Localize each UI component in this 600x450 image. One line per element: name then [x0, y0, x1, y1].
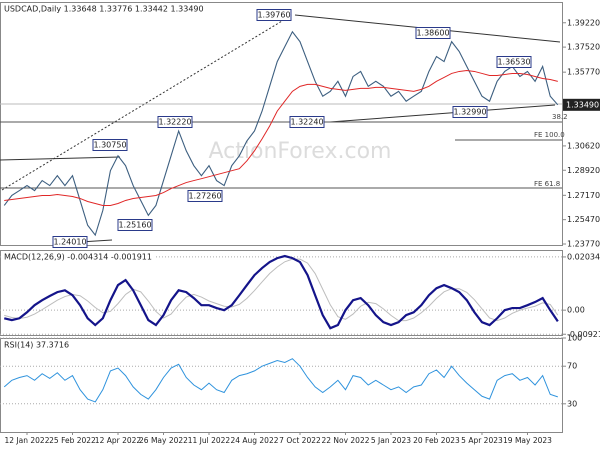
y-tick-label: 1.27170: [567, 191, 600, 200]
price-label: 1.32240: [290, 118, 323, 127]
panel-title-bg: [2, 339, 72, 350]
y-tick-label: 1.35770: [567, 68, 600, 77]
y-tick-label: 1.28920: [567, 166, 600, 175]
price-label-box: [452, 106, 488, 118]
last-price-label: 1.33490: [566, 100, 599, 109]
price-label-box: [92, 139, 128, 151]
x-tick-label: 5 Jan 2023: [371, 436, 411, 445]
panel-frame: [0, 250, 563, 336]
series-line: [4, 258, 559, 322]
price-label-box: [496, 56, 532, 68]
series-line: [4, 69, 558, 206]
series-line: [3, 254, 559, 330]
trend-line: [1, 14, 293, 191]
x-tick-label: 12 Jan 2022: [5, 436, 50, 445]
panel-frame: [0, 338, 563, 433]
x-tick-label: 12 Apr 2022: [95, 436, 142, 445]
series-line: [3, 358, 558, 403]
panel-title: MACD(12,26,9) -0.004314 -0.001911: [4, 253, 152, 262]
price-label: 1.32220: [158, 118, 191, 127]
last-price-tag: [563, 98, 600, 111]
fib-label: 38.2: [552, 113, 568, 121]
series-line: [3, 30, 559, 237]
y-tick-label: 1.30620: [567, 141, 600, 150]
panel-title: RSI(14) 37.3716: [4, 341, 69, 350]
y-tick-label: 70: [567, 362, 577, 371]
x-tick-label: 25 Feb 2022: [49, 436, 96, 445]
price-label-box: [117, 219, 153, 231]
price-label: 1.30750: [93, 141, 126, 150]
panel-frame: [0, 2, 563, 246]
x-tick-label: 7 Oct 2022: [279, 436, 321, 445]
price-label: 1.36530: [497, 58, 530, 67]
y-tick-label: 1.25470: [567, 215, 600, 224]
y-tick-label: 30: [567, 399, 577, 408]
price-label-box: [415, 27, 451, 39]
x-tick-label: 22 Nov 2022: [321, 436, 369, 445]
price-label-box: [157, 116, 193, 128]
x-tick-label: 19 May 2023: [503, 436, 552, 445]
y-tick-label: 0.020349: [567, 252, 600, 261]
watermark: ActionForex.com: [209, 139, 392, 164]
x-tick-label: 5 Apr 2023: [461, 436, 503, 445]
y-tick-label: -0.009215: [567, 330, 600, 339]
price-label: 1.27260: [188, 192, 221, 201]
price-label: 1.38600: [416, 29, 449, 38]
panel-title: USDCAD,Daily 1.33648 1.33776 1.33442 1.3…: [4, 5, 204, 14]
y-tick-label: 1.37520: [567, 43, 600, 52]
price-label-box: [256, 9, 292, 21]
fib-label: FE 100.0: [534, 131, 565, 139]
price-label: 1.25160: [118, 221, 151, 230]
y-tick-label: 1.23770: [567, 239, 600, 248]
x-tick-label: 24 Aug 2022: [230, 436, 278, 445]
price-label: 1.39760: [257, 11, 290, 20]
x-tick-label: 11 Jul 2022: [188, 436, 231, 445]
x-tick-label: 20 Feb 2023: [413, 436, 460, 445]
price-label: 1.24010: [53, 238, 86, 247]
price-label-box: [289, 116, 325, 128]
y-tick-label: 1.39220: [567, 18, 600, 27]
price-label-box: [187, 190, 223, 202]
fib-label: FE 61.8: [534, 180, 560, 188]
y-tick-label: 100: [567, 334, 582, 343]
price-label: 1.32990: [453, 108, 486, 117]
y-tick-label: 0.00: [567, 306, 585, 315]
x-tick-label: 26 May 2022: [139, 436, 188, 445]
price-label-box: [52, 236, 88, 248]
panel-title-bg: [2, 251, 154, 262]
trend-line: [0, 156, 121, 161]
trend-line: [329, 104, 556, 123]
panel-title-bg: [2, 3, 206, 14]
